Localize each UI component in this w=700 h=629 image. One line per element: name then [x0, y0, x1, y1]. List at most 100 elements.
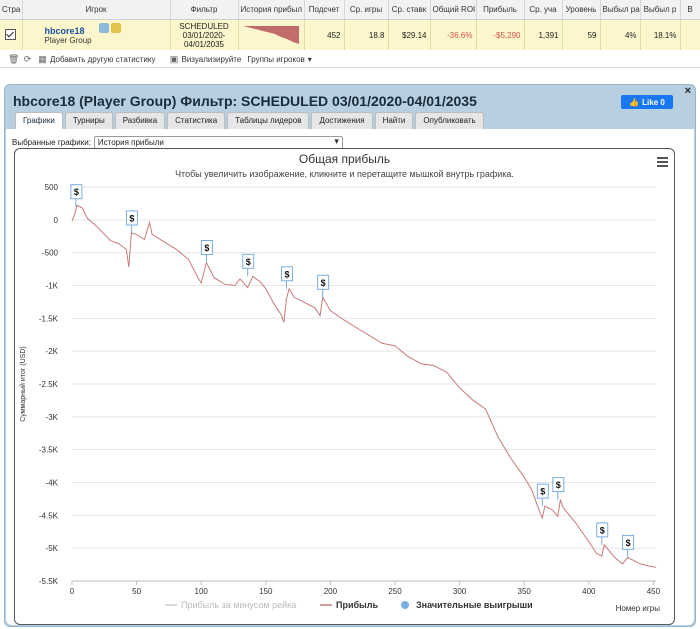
avg-entrants-cell: 1,391 [524, 19, 563, 50]
image-icon: ▣ [169, 53, 179, 64]
group-icon[interactable] [98, 23, 109, 33]
chart-legend: Прибыль за минусом рейка Прибыль Значитель… [165, 600, 533, 610]
big-win-label: $ [600, 525, 605, 535]
chart-canvas: 5000-500-1K-1.5K-2K-2.5K-3K-3.5K-4K-4.5K… [19, 183, 661, 613]
player-name-link[interactable]: hbcore18 [44, 25, 85, 36]
y-tick-label: -2K [46, 347, 59, 356]
extra-cell [680, 19, 700, 50]
tab-achievements[interactable]: Достижения [311, 112, 373, 129]
row-checkbox-cell [0, 19, 23, 50]
y-tick-label: -4.5K [39, 511, 59, 520]
col-header[interactable]: Уровень [562, 0, 601, 20]
hamburger-menu-icon[interactable] [657, 157, 668, 169]
profit-sparkline[interactable] [241, 24, 301, 46]
avg-stake-cell: $29.14 [388, 19, 431, 50]
tab-breakdown[interactable]: Разбивка [114, 112, 166, 129]
trash-icon[interactable]: 🗑 [8, 53, 20, 64]
level-cell: 59 [562, 19, 601, 50]
col-header[interactable]: Ср. ставк [388, 0, 431, 20]
col-header[interactable]: Фильтр [170, 0, 239, 20]
player-groups-dropdown[interactable]: Группы игроков ▾ [247, 55, 311, 64]
add-stats-button[interactable]: ▦ Добавить другую статистику [38, 53, 156, 64]
big-win-marker[interactable]: $ [596, 522, 609, 545]
x-tick-label: 350 [518, 587, 532, 596]
refresh-icon[interactable]: ⟳ [23, 53, 32, 64]
stats-toolbar: 🗑 ⟳ ▦ Добавить другую статистику ▣ Визуа… [0, 51, 700, 68]
tab-leaderboards[interactable]: Таблицы лидеров [227, 112, 310, 129]
grid-icon: ▦ [38, 53, 47, 64]
big-win-marker[interactable]: $ [317, 274, 330, 298]
y-tick-label: -3.5K [39, 446, 59, 455]
big-win-label: $ [74, 187, 79, 197]
filter-line: SCHEDULED [179, 21, 229, 31]
x-tick-label: 250 [388, 587, 402, 596]
close-icon[interactable]: × [684, 85, 691, 97]
col-header[interactable]: Общий ROI [430, 0, 477, 20]
out-late-cell: 18.1% [640, 19, 681, 50]
big-win-label: $ [204, 243, 209, 253]
big-win-marker[interactable]: $ [552, 477, 565, 500]
big-win-marker[interactable]: $ [536, 483, 549, 507]
legend-item[interactable]: Прибыль за минусом рейка [165, 600, 296, 610]
legend-label: Прибыль [336, 600, 378, 610]
x-axis-label: Номер игры [616, 604, 661, 613]
y-tick-label: -1.5K [39, 314, 59, 323]
table-header-row: Стра Игрок Фильтр История прибыл Подсчет… [0, 0, 700, 20]
thumbs-up-icon: 👍 [629, 97, 640, 107]
profit-cell: -$5,290 [476, 19, 525, 50]
legend-label: Прибыль за минусом рейка [181, 600, 296, 610]
chart-subtitle: Чтобы увеличить изображение, кликните и … [175, 169, 514, 179]
stats-table: Стра Игрок Фильтр История прибыл Подсчет… [0, 0, 700, 67]
row-checkbox[interactable] [5, 28, 17, 40]
player-icons [98, 23, 123, 35]
panel-tabs: Графики Турниры Разбивка Статистика Табл… [15, 112, 484, 130]
tab-tournaments[interactable]: Турниры [64, 112, 113, 129]
player-groups-label: Группы игроков [247, 54, 305, 64]
add-stats-label: Добавить другую статистику [50, 54, 156, 64]
big-win-marker[interactable]: $ [622, 534, 635, 558]
col-header[interactable]: Выбыл ра [600, 0, 641, 20]
chart-selector-label: Выбранные графики: [12, 138, 91, 147]
out-early-cell: 4% [600, 19, 641, 50]
col-header[interactable]: Ср. игры [344, 0, 389, 20]
y-tick-label: -5.5K [39, 577, 59, 586]
legend-item[interactable]: Прибыль [320, 600, 378, 610]
big-win-marker[interactable]: $ [125, 210, 138, 233]
big-win-marker[interactable]: $ [242, 253, 255, 277]
col-header[interactable]: Стра [0, 0, 23, 20]
tab-charts[interactable]: Графики [15, 112, 63, 130]
col-header[interactable]: Прибыль [476, 0, 525, 20]
y-tick-label: -1K [46, 282, 59, 291]
big-win-label: $ [540, 487, 545, 497]
x-tick-label: 450 [647, 587, 661, 596]
col-header[interactable]: Игрок [22, 0, 171, 20]
table-row: hbcore18 Player Group SCHEDULED 03/01/20… [0, 19, 700, 50]
facebook-like-button[interactable]: 👍 Like 0 [621, 95, 673, 109]
big-win-marker[interactable]: $ [70, 184, 83, 207]
tab-statistics[interactable]: Статистика [167, 112, 226, 129]
tab-publish[interactable]: Опубликовать [415, 112, 484, 129]
col-header[interactable]: Ср. уча [524, 0, 563, 20]
profit-chart[interactable]: Общая прибыль Чтобы увеличить изображени… [14, 148, 675, 625]
big-win-marker[interactable]: $ [280, 266, 293, 289]
x-tick-label: 0 [70, 587, 75, 596]
tab-content: Выбранные графики: История прибыли Общая… [6, 129, 694, 625]
chart-panel: hbcore18 (Player Group) Фильтр: SCHEDULE… [4, 84, 696, 627]
col-header[interactable]: Выбыл р [640, 0, 681, 20]
visualize-button[interactable]: ▣ Визуализируйте [169, 53, 242, 64]
col-header[interactable]: История прибыл [238, 0, 305, 20]
big-win-marker[interactable]: $ [200, 240, 213, 263]
y-tick-label: -4K [46, 479, 59, 488]
legend-item[interactable]: Значительные выигрыши [401, 600, 533, 610]
x-tick-label: 200 [324, 587, 338, 596]
tab-search[interactable]: Найти [374, 112, 414, 129]
x-tick-label: 100 [195, 587, 209, 596]
chevron-down-icon: ▾ [307, 54, 312, 64]
trophy-icon[interactable] [110, 23, 121, 33]
panel-title: hbcore18 (Player Group) Фильтр: SCHEDULE… [13, 93, 477, 109]
x-tick-label: 150 [259, 587, 273, 596]
big-win-label: $ [129, 213, 134, 223]
col-header[interactable]: Подсчет [304, 0, 345, 20]
col-header[interactable]: В [680, 0, 700, 20]
big-win-label: $ [284, 269, 289, 279]
